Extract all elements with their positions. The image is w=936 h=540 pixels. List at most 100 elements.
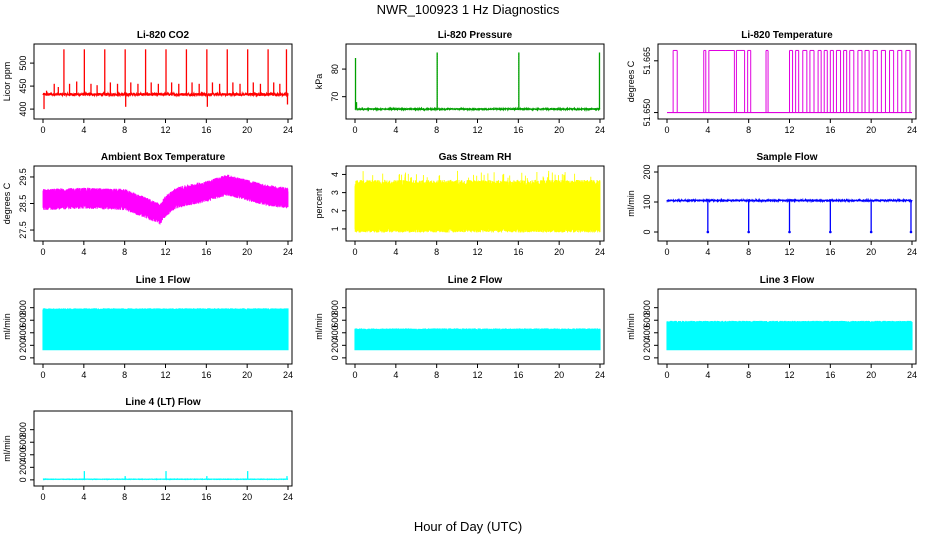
x-tick-label: 0 <box>40 370 45 380</box>
y-axis-label: percent <box>314 188 324 219</box>
panel-title: Li-820 Pressure <box>438 30 513 41</box>
series-band <box>42 174 289 225</box>
x-tick-label: 24 <box>283 492 293 502</box>
x-tick-label: 12 <box>472 247 482 257</box>
panel-title: Li-820 CO2 <box>137 30 190 41</box>
x-tick-label: 20 <box>242 370 252 380</box>
series-co2 <box>42 49 289 110</box>
y-tick-label: 51.665 <box>642 47 652 75</box>
x-tick-label: 12 <box>784 125 794 135</box>
x-tick-label: 0 <box>664 370 669 380</box>
y-tick-label: 200 <box>330 338 340 353</box>
panel-sample_flow: Sample Flow ml/min 0 4 8 12 16 20 24 0 100 200 <box>626 152 917 257</box>
dip-point <box>869 230 873 234</box>
x-tick-label: 24 <box>907 125 917 135</box>
y-tick-label: 600 <box>18 435 28 450</box>
x-tick-label: 0 <box>40 125 45 135</box>
series-ambient <box>42 174 289 225</box>
x-tick-label: 20 <box>242 125 252 135</box>
dip-point <box>747 230 750 234</box>
series-line3 <box>666 320 913 351</box>
y-tick-label: 400 <box>330 325 340 340</box>
x-tick-label: 20 <box>866 125 876 135</box>
x-tick-label: 24 <box>595 370 605 380</box>
series-band <box>666 320 913 351</box>
panel-title: Ambient Box Temperature <box>101 152 226 163</box>
x-tick-label: 8 <box>122 125 127 135</box>
x-tick-label: 16 <box>201 492 211 502</box>
x-tick-label: 4 <box>393 125 398 135</box>
x-tick-label: 8 <box>434 370 439 380</box>
y-axis-label: degrees C <box>2 182 12 224</box>
panel-licor_temp: Li-820 Temperature degrees C 0 4 8 12 16 20 24 51… <box>626 30 917 135</box>
y-tick-label: 600 <box>18 313 28 328</box>
figure-x-label: Hour of Day (UTC) <box>414 519 522 534</box>
series-licor_temp <box>667 49 912 114</box>
x-tick-label: 0 <box>664 247 669 257</box>
dip-point <box>829 230 832 234</box>
x-tick-label: 24 <box>283 370 293 380</box>
y-axis-label: Licor ppm <box>2 62 12 102</box>
x-tick-label: 4 <box>393 370 398 380</box>
panel-title: Line 4 (LT) Flow <box>125 397 201 408</box>
x-tick-label: 4 <box>81 125 86 135</box>
panel-co2: Li-820 CO2 Licor ppm 0 4 8 12 16 20 24 400 450 500 <box>2 30 293 135</box>
x-tick-label: 4 <box>81 370 86 380</box>
panel-title: Line 3 Flow <box>760 275 815 286</box>
panel-title: Li-820 Temperature <box>741 30 833 41</box>
plot-frame <box>345 43 605 120</box>
x-tick-label: 12 <box>472 125 482 135</box>
x-tick-label: 0 <box>40 247 45 257</box>
series-line4 <box>42 471 289 481</box>
y-tick-label: 0 <box>642 229 652 234</box>
y-tick-label: 600 <box>642 313 652 328</box>
x-tick-label: 4 <box>81 247 86 257</box>
y-tick-label: 51.650 <box>642 99 652 127</box>
panel-ambient: Ambient Box Temperature degrees C 0 4 8 12 16 2… <box>2 152 293 257</box>
panel-line2: Line 2 Flow ml/min 0 4 8 12 16 20 24 0 20040060080… <box>314 275 605 380</box>
x-tick-label: 24 <box>907 247 917 257</box>
panel-line4: Line 4 (LT) Flow ml/min 0 4 8 12 16 20 24 0 200400… <box>2 397 293 502</box>
x-tick-label: 8 <box>746 370 751 380</box>
y-tick-label: 400 <box>18 102 28 117</box>
x-tick-label: 0 <box>664 125 669 135</box>
y-tick-label: 0 <box>18 477 28 482</box>
y-tick-label: 800 <box>642 300 652 315</box>
x-tick-label: 8 <box>122 247 127 257</box>
y-tick-label: 200 <box>642 164 652 179</box>
x-tick-label: 12 <box>472 370 482 380</box>
series-band <box>354 328 601 351</box>
y-tick-label: 29.5 <box>18 168 28 186</box>
series-line <box>354 106 601 112</box>
x-tick-label: 4 <box>393 247 398 257</box>
x-tick-label: 20 <box>242 492 252 502</box>
y-tick-label: 800 <box>330 300 340 315</box>
plot-frame <box>657 165 917 242</box>
x-tick-label: 16 <box>825 370 835 380</box>
x-tick-label: 20 <box>866 370 876 380</box>
y-axis-label: ml/min <box>2 435 12 462</box>
x-tick-label: 24 <box>283 247 293 257</box>
panel-title: Line 2 Flow <box>448 275 503 286</box>
y-tick-label: 80 <box>330 64 340 74</box>
plot-frame <box>33 288 293 365</box>
panel-pressure: Li-820 Pressure kPa 0 4 8 12 16 20 24 70 80 <box>314 30 605 135</box>
panel-line3: Line 3 Flow ml/min 0 4 8 12 16 20 24 0 20040060080… <box>626 275 917 380</box>
x-tick-label: 12 <box>160 370 170 380</box>
x-tick-label: 0 <box>40 492 45 502</box>
x-tick-label: 24 <box>907 370 917 380</box>
y-tick-label: 2 <box>330 208 340 213</box>
x-tick-label: 16 <box>825 125 835 135</box>
plot-frame <box>345 165 605 242</box>
y-axis-label: ml/min <box>2 313 12 340</box>
x-tick-label: 20 <box>242 247 252 257</box>
y-tick-label: 500 <box>18 56 28 71</box>
y-tick-label: 0 <box>642 355 652 360</box>
x-tick-label: 12 <box>784 247 794 257</box>
x-tick-label: 20 <box>866 247 876 257</box>
panel-title: Line 1 Flow <box>136 275 191 286</box>
y-tick-label: 0 <box>330 355 340 360</box>
x-tick-label: 0 <box>352 247 357 257</box>
